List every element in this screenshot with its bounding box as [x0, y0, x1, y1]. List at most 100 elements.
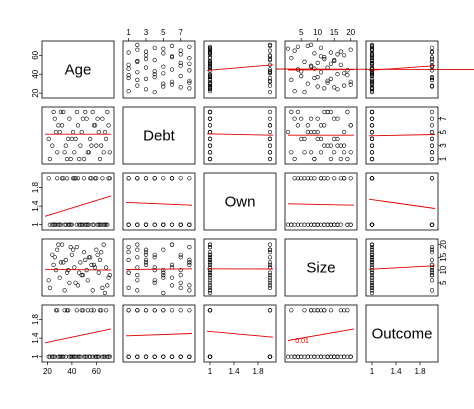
data-point [267, 260, 273, 265]
data-point [187, 283, 192, 288]
data-point [292, 156, 297, 162]
data-point [309, 308, 314, 313]
data-point [309, 130, 314, 135]
data-point [62, 150, 67, 155]
data-point [50, 252, 55, 257]
data-point [80, 116, 85, 121]
tick-label: 20 [346, 28, 355, 37]
data-point [135, 288, 140, 293]
data-point [94, 354, 99, 359]
data-point [332, 222, 337, 227]
data-point [86, 150, 92, 155]
tick-label: 5 [439, 280, 448, 285]
tick-label: 1 [126, 28, 131, 37]
data-point [47, 285, 53, 291]
data-point [267, 262, 273, 268]
data-point [178, 252, 183, 257]
data-point [299, 176, 304, 181]
data-point [267, 143, 273, 148]
fit-line [368, 265, 436, 270]
panel-frame [41, 172, 115, 231]
tick-label: 20 [31, 88, 40, 97]
panel-frame [203, 238, 277, 297]
panel-own-vs-outcome [365, 172, 439, 231]
data-point [102, 130, 107, 135]
data-point [126, 308, 131, 313]
data-point [152, 278, 157, 283]
panel-frame [41, 106, 115, 165]
panel-frame [122, 238, 196, 297]
data-point [267, 283, 273, 288]
data-point [161, 268, 166, 273]
data-point [348, 79, 353, 84]
data-point [96, 130, 101, 135]
data-point [295, 222, 301, 227]
data-point [207, 77, 213, 82]
data-point [88, 136, 93, 141]
data-point [429, 247, 435, 252]
data-point [102, 354, 107, 359]
panel-size-vs-debt [122, 238, 196, 297]
data-point [322, 308, 327, 313]
data-point [72, 150, 77, 155]
data-point [152, 45, 157, 50]
data-point [318, 54, 324, 59]
data-point [318, 150, 324, 155]
panel-outcome-vs-own [203, 304, 277, 363]
panel-own-vs-age [41, 172, 115, 231]
data-point [332, 116, 337, 121]
data-point [78, 222, 83, 227]
data-point [312, 51, 317, 56]
data-point [207, 265, 213, 270]
data-point [187, 257, 192, 263]
panel-frame [365, 106, 439, 165]
data-point [369, 268, 375, 273]
data-point [309, 63, 314, 68]
data-point [267, 278, 273, 283]
data-point [68, 222, 73, 227]
data-point [267, 109, 273, 115]
data-point [369, 242, 375, 247]
data-point [207, 123, 213, 128]
panel-frame [41, 304, 115, 363]
tick-label: 1.8 [414, 367, 426, 376]
tick-label: 1 [31, 354, 40, 359]
data-point [207, 49, 213, 54]
data-point [318, 354, 324, 359]
tick-label: 1.8 [252, 367, 264, 376]
data-point [285, 354, 291, 359]
data-point [267, 270, 273, 275]
data-point [66, 136, 71, 141]
data-point [169, 82, 175, 87]
data-point [68, 245, 73, 250]
data-point [81, 176, 87, 181]
data-point [143, 65, 149, 70]
data-point [207, 150, 213, 155]
data-point [57, 275, 62, 280]
tick-label: 5 [161, 28, 166, 37]
data-point [135, 247, 140, 252]
tick-label: 1 [439, 156, 448, 161]
data-point [338, 156, 343, 162]
data-point [267, 255, 273, 260]
tick-label: 40 [67, 367, 76, 376]
data-point [126, 222, 131, 227]
data-point [429, 150, 435, 155]
panel-own-vs-size [284, 172, 358, 231]
data-point [75, 283, 81, 288]
data-point [429, 116, 435, 121]
data-point [369, 280, 375, 285]
data-point [143, 49, 149, 54]
data-point [187, 68, 192, 73]
data-point [55, 150, 60, 155]
data-point [89, 176, 94, 181]
data-point [369, 262, 375, 268]
data-point [143, 252, 149, 257]
tick-label: 40 [31, 69, 40, 78]
data-point [107, 354, 112, 359]
data-point [126, 245, 131, 250]
data-point [309, 354, 314, 359]
data-point [267, 247, 273, 252]
data-point [143, 87, 149, 92]
